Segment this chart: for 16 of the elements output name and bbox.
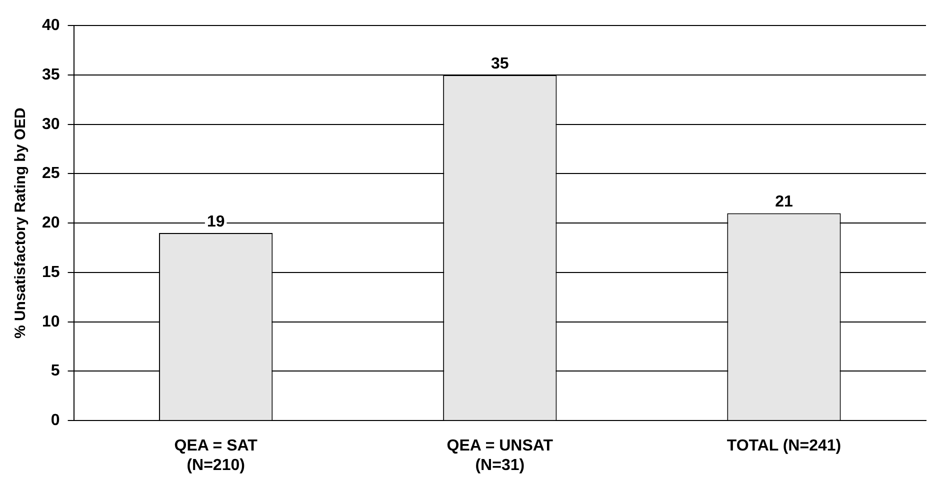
y-tick-label: 5 (50, 362, 60, 380)
data-label: 21 (775, 194, 793, 211)
y-tick-label: 25 (42, 165, 60, 182)
y-tick-label: 30 (42, 116, 60, 133)
y-tick-label: 35 (42, 66, 60, 84)
y-tick-label: 15 (42, 264, 60, 281)
x-tick-label: QEA = UNSAT (N=31) (446, 438, 554, 474)
data-label: 35 (491, 55, 509, 72)
y-tick-label: 20 (42, 214, 60, 232)
y-tick-label: 0 (50, 412, 60, 430)
x-tick-label: QEA = SAT (N=210) (174, 438, 258, 474)
y-tick-label: 40 (42, 17, 60, 34)
y-tick-label: 10 (42, 313, 60, 330)
data-label: 19 (206, 213, 225, 230)
y-axis-title: % Unsatisfactory Rating by OED (12, 107, 30, 339)
x-tick-label: TOTAL (N=241) (726, 438, 842, 455)
